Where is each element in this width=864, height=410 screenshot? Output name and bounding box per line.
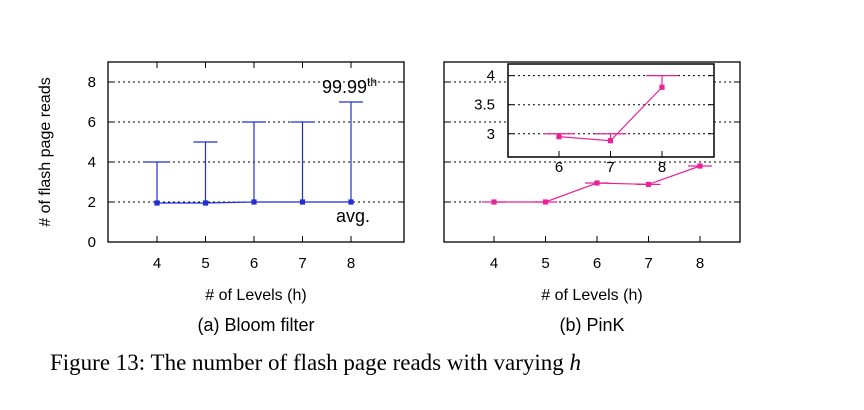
chart-b-x-tick-label: 6 bbox=[593, 255, 601, 272]
inset-y-ticks: 33.54 bbox=[474, 68, 714, 143]
inset-avg-point bbox=[659, 84, 665, 90]
chart-a-range-bars bbox=[145, 101, 363, 203]
chart-a-avg-point bbox=[299, 199, 306, 205]
inset-avg-point bbox=[607, 138, 614, 144]
chart-a-y-ticks: 0 2 4 6 8 bbox=[88, 74, 404, 251]
chart-b-avg-point bbox=[491, 199, 497, 205]
chart-a-y-tick-label: 2 bbox=[88, 194, 96, 211]
chart-b-avg-point bbox=[697, 163, 703, 169]
chart-a-x-tick-label: 6 bbox=[250, 255, 258, 272]
chart-a-y-tick-label: 4 bbox=[88, 154, 96, 171]
chart-a-avg-point bbox=[348, 199, 354, 205]
inset-x-tick-label: 8 bbox=[658, 159, 666, 176]
chart-a-avg-annotation: avg. bbox=[336, 206, 370, 226]
figure-caption: Figure 13: The number of flash page read… bbox=[50, 350, 581, 375]
inset-y-tick-label: 3 bbox=[487, 126, 495, 143]
chart-b-avg-point bbox=[542, 199, 549, 205]
chart-a-x-axis-label: # of Levels (h) bbox=[205, 287, 306, 304]
chart-a-y-axis-label: # of flash page reads bbox=[37, 77, 54, 226]
inset-x-tick-label: 7 bbox=[606, 159, 614, 176]
chart-a-y-tick-label: 0 bbox=[88, 234, 96, 251]
chart-bloom-filter: 0 2 4 6 8 4 5 6 7 8 99.99th avg. # of flash page… bbox=[37, 61, 405, 335]
inset-x-ticks: 6 7 8 bbox=[555, 151, 666, 176]
chart-a-x-tick-label: 4 bbox=[153, 255, 161, 272]
chart-b-subtitle: (b) PinK bbox=[559, 315, 624, 335]
chart-b-x-tick-label: 5 bbox=[541, 255, 549, 272]
chart-b-avg-point bbox=[594, 180, 600, 186]
inset-gridlines bbox=[508, 75, 714, 135]
chart-b-x-tick-label: 7 bbox=[644, 255, 652, 272]
chart-a-p9999-annotation: 99.99th bbox=[322, 75, 377, 97]
chart-a-avg-series bbox=[154, 199, 354, 206]
chart-a-y-tick-label: 8 bbox=[88, 74, 96, 91]
inset-range-caps bbox=[543, 74, 678, 141]
inset-x-tick-label: 6 bbox=[555, 159, 563, 176]
chart-a-avg-point bbox=[202, 200, 209, 206]
chart-b-x-tick-label: 8 bbox=[696, 255, 704, 272]
inset-y-tick-label: 3.5 bbox=[474, 97, 495, 114]
chart-b-plot-frame bbox=[443, 61, 741, 243]
inset-y-tick-label: 4 bbox=[487, 68, 495, 85]
chart-a-x-tick-label: 8 bbox=[347, 255, 355, 272]
chart-b-avg-series bbox=[482, 163, 712, 205]
chart-a-x-tick-label: 5 bbox=[201, 255, 209, 272]
chart-a-subtitle: (a) Bloom filter bbox=[197, 315, 314, 335]
chart-b-x-tick-label: 4 bbox=[490, 255, 498, 272]
chart-a-avg-point bbox=[251, 199, 257, 205]
chart-a-x-tick-label: 7 bbox=[298, 255, 306, 272]
chart-b-x-ticks: 4 5 6 7 8 bbox=[490, 236, 704, 272]
inset-avg-series bbox=[556, 84, 665, 144]
chart-a-x-ticks: 4 5 6 7 8 bbox=[153, 62, 355, 272]
chart-b-avg-point bbox=[645, 181, 652, 187]
chart-a-avg-point bbox=[154, 200, 160, 206]
chart-b-x-axis-label: # of Levels (h) bbox=[541, 287, 642, 304]
chart-a-gridlines bbox=[108, 81, 404, 203]
chart-a-y-tick-label: 6 bbox=[88, 114, 96, 131]
inset-avg-point bbox=[556, 134, 562, 140]
chart-a-plot-frame bbox=[107, 61, 405, 243]
